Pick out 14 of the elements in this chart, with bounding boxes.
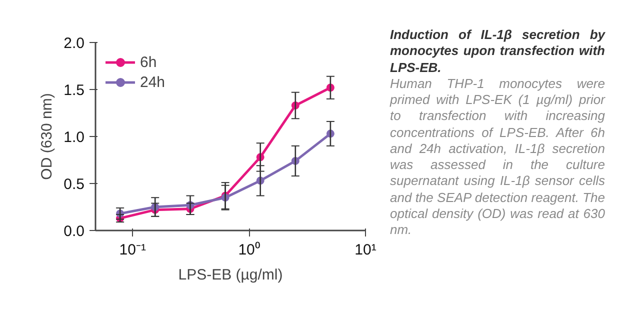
legend-label: 24h	[140, 74, 166, 90]
y-tick-label: 1.5	[64, 82, 85, 99]
text: Human THP-1 monocytes were primed with LPS-EK (1 µg/ml) prior to transfection with increasing concentrations of LPS-EB. After 6h and 24h activation, IL-1β secretion was assessed in the culture supernatant using IL-1β sensor cells and the SEAP detection reagent. The optical density (OD) was read at 630 nm.	[390, 76, 605, 237]
y-tick-label: 0.0	[64, 223, 85, 240]
y-tick-label: 1.0	[64, 129, 85, 146]
y-axis-title: OD (630 nm)	[38, 93, 56, 180]
text: Induction of IL-1β secretion by monocytes upon transfection with LPS-EB.	[390, 27, 605, 76]
x-tick-label: 10¹	[354, 242, 376, 258]
y-tick-label: 2.0	[64, 35, 85, 52]
y-tick-label: 0.5	[64, 176, 85, 193]
x-axis-title: LPS-EB (µg/ml)	[178, 266, 283, 284]
legend-label: 6h	[140, 54, 158, 70]
x-tick-label: 10⁰	[238, 242, 260, 258]
x-tick-label: 10⁻¹	[119, 242, 146, 258]
